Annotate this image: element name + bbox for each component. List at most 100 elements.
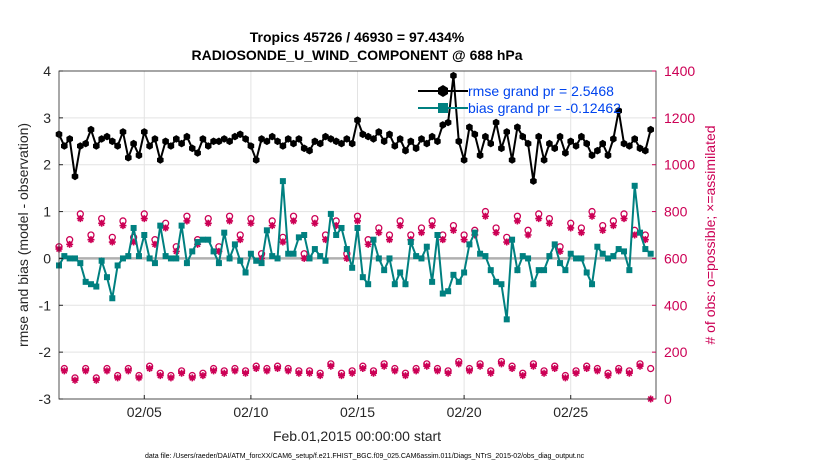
rmse-point [631,135,638,143]
bias-point [125,253,132,260]
bias-point [429,278,436,285]
obs-assimilated-marker [369,369,377,377]
obs-assimilated-marker [295,369,303,377]
bias-point [503,316,510,323]
right-tick-label: 1400 [664,63,695,79]
bias-point [301,232,308,238]
x-tick-label: 02/25 [553,404,588,420]
obs-assimilated-marker [60,367,68,375]
bias-point [109,295,116,302]
obs-assimilated-marker [290,217,298,225]
rmse-point [450,71,457,80]
bias-point [205,236,212,243]
bias-point [477,250,484,257]
bias-point [541,267,548,274]
bias-point [567,250,574,257]
bias-point [221,229,228,236]
obs-assimilated-marker [476,362,484,370]
obs-assimilated-marker [364,240,372,248]
obs-assimilated-marker [449,226,457,234]
rmse-point [396,135,404,143]
bias-point [258,260,265,267]
bias-point [210,248,217,255]
rmse-point [626,142,633,150]
bias-point [434,232,441,238]
obs-count-markers [55,207,655,403]
rmse-line [58,75,652,182]
bias-point [343,246,350,253]
bias-point [146,255,153,262]
rmse-point [594,146,601,155]
bias-point [525,255,532,262]
right-axis-label: # of obs: o=possible; ×=assimilated [702,125,718,344]
obs-assimilated-marker [183,217,191,225]
x-tick-label: 02/05 [127,404,162,420]
obs-assimilated-marker [332,222,340,230]
obs-assimilated-marker [92,376,100,384]
rmse-point [221,135,228,143]
rmse-point [386,130,393,139]
obs-assimilated-marker [423,362,431,370]
left-tick-label: 3 [43,110,51,126]
rmse-point [205,142,212,150]
obs-assimilated-marker [146,365,154,373]
bias-point [167,255,174,262]
rmse-point [82,139,89,148]
bias-point [103,274,110,281]
bias-point [274,255,281,262]
obs-assimilated-marker [503,238,511,246]
obs-assimilated-marker [252,365,260,373]
obs-assimilated-marker [391,367,399,375]
rmse-point [167,142,175,150]
rmse-point [268,132,276,141]
bias-point [317,253,324,260]
obs-assimilated-marker [577,229,585,237]
right-tick-label: 600 [664,250,688,266]
bias-point [535,267,542,274]
rmse-point [114,142,121,150]
obs-assimilated-marker [417,229,425,237]
obs-assimilated-marker [156,372,164,380]
bias-point [397,269,404,276]
bias-point [114,262,121,269]
rmse-point [162,137,169,146]
rmse-point [418,135,425,143]
obs-assimilated-marker [641,236,649,244]
bias-point [173,255,180,262]
obs-assimilated-marker [513,217,521,225]
rmse-point [263,137,271,146]
bias-point [589,281,596,288]
bias-point [178,222,185,229]
obs-assimilated-marker [583,365,591,373]
bias-point [151,260,158,267]
rmse-point [407,137,415,146]
rmse-point [141,128,148,136]
obs-assimilated-marker [535,215,543,223]
bias-point [450,271,457,278]
bias-point [637,229,644,236]
bias-point [290,250,297,257]
obs-assimilated-marker [609,222,617,230]
bias-point [226,255,233,262]
obs-assimilated-marker [460,236,468,244]
bias-point [519,253,526,260]
obs-assimilated-marker [529,362,537,370]
bias-point [402,281,409,288]
bias-point [514,267,521,274]
rmse-point [535,132,542,141]
obs-assimilated-marker [263,367,271,375]
rmse-point [194,149,201,157]
obs-assimilated-marker [455,360,463,368]
rmse-point [343,135,351,143]
rmse-point [503,128,510,136]
rmse-point [210,137,217,146]
rmse-point [636,144,644,153]
bias-point [354,224,361,231]
rmse-point [444,118,452,127]
obs-assimilated-marker [108,238,116,246]
bias-point [551,241,558,248]
rmse-point [380,137,388,146]
legend-bias-marker [438,103,448,113]
rmse-point [93,142,100,150]
obs-assimilated-marker [524,231,532,239]
